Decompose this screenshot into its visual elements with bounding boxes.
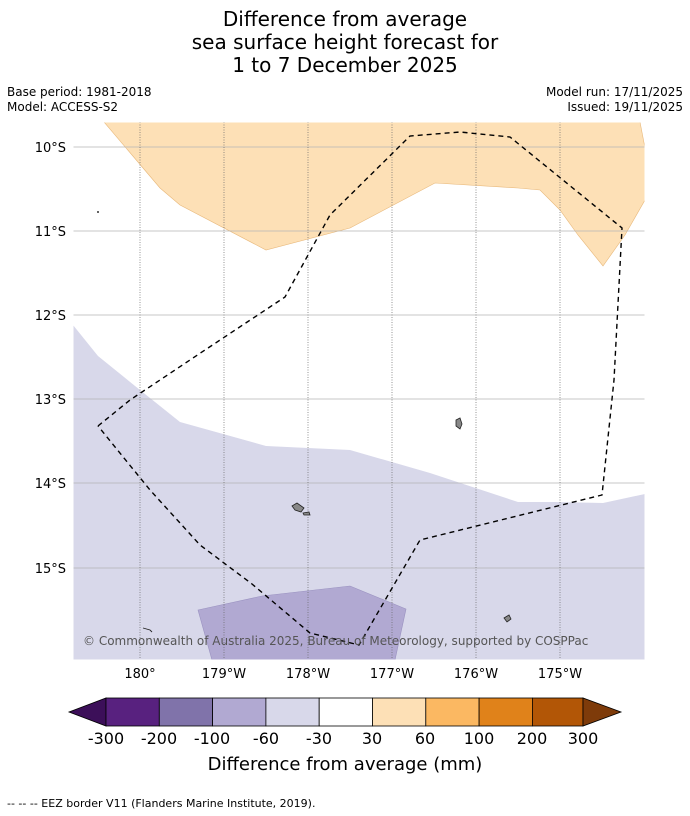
base-period: Base period: 1981-2018 xyxy=(7,85,152,99)
eez-border xyxy=(97,131,623,646)
issued-date: Issued: 19/11/2025 xyxy=(567,100,683,114)
island-shape xyxy=(503,614,512,623)
island-shape xyxy=(291,502,305,513)
model-run: Model run: 17/11/2025 xyxy=(545,85,683,99)
positive-anomaly-region xyxy=(103,122,645,267)
map-area: © Commonwealth of Australia 2025, Bureau… xyxy=(73,122,645,660)
colorbar-tick: 300 xyxy=(568,729,599,748)
map-frame xyxy=(72,121,646,661)
title-line-3: 1 to 7 December 2025 xyxy=(232,53,458,77)
lon-label: 176°W xyxy=(454,667,498,682)
colorbar-tick: -60 xyxy=(253,729,279,748)
island-shape xyxy=(302,511,311,516)
lon-label: 180° xyxy=(124,667,155,682)
colorbar-swatch xyxy=(212,697,267,727)
copyright-notice: © Commonwealth of Australia 2025, Bureau… xyxy=(83,634,588,648)
colorbar-high-extension xyxy=(582,697,623,727)
lon-label: 175°W xyxy=(538,667,582,682)
longitude-gridlines xyxy=(139,122,561,660)
longitude-labels: 180° 179°W 178°W 177°W 176°W 175°W xyxy=(124,667,582,682)
colorbar-low-extension xyxy=(67,697,107,727)
strong-negative-anomaly-region xyxy=(197,585,407,660)
colorbar-label: Difference from average (mm) xyxy=(208,754,483,775)
colorbar-tick-labels: -300 -200 -100 -60 -30 30 60 100 200 300 xyxy=(88,729,598,748)
lat-label: 14°S xyxy=(35,477,66,492)
colorbar-tick: 60 xyxy=(415,729,435,748)
colorbar-swatch xyxy=(478,697,533,727)
colorbar-swatch xyxy=(105,697,160,727)
lat-label: 11°S xyxy=(35,225,66,240)
title-line-2: sea surface height forecast for xyxy=(191,30,499,54)
model-name: Model: ACCESS-S2 xyxy=(7,100,119,114)
negative-anomaly-region xyxy=(73,325,645,660)
eez-footnote: -- -- -- EEZ border V11 (Flanders Marine… xyxy=(7,797,316,810)
colorbar-tick: 200 xyxy=(517,729,548,748)
island-shape xyxy=(455,417,463,430)
lat-label: 13°S xyxy=(35,393,66,408)
colorbar-tick: -30 xyxy=(306,729,332,748)
colorbar-tick: -300 xyxy=(88,729,124,748)
colorbar-tick: 100 xyxy=(464,729,495,748)
colorbar-tick: 30 xyxy=(362,729,382,748)
colorbar-swatch xyxy=(265,697,320,727)
lon-label: 177°W xyxy=(370,667,414,682)
lat-label: 12°S xyxy=(35,309,66,324)
title-line-1: Difference from average xyxy=(222,7,468,31)
colorbar xyxy=(67,697,623,727)
chart-title: Difference from average sea surface heig… xyxy=(0,8,690,77)
meta-left: Base period: 1981-2018 Model: ACCESS-S2 xyxy=(7,85,152,115)
colorbar-swatch xyxy=(372,697,427,727)
meta-right: Model run: 17/11/2025 Issued: 19/11/2025 xyxy=(546,85,683,115)
island-shape xyxy=(142,627,153,633)
colorbar-swatch xyxy=(158,697,214,727)
lon-label: 178°W xyxy=(286,667,330,682)
colorbar-swatch xyxy=(425,697,480,727)
lat-label: 15°S xyxy=(35,562,66,577)
colorbar-swatch xyxy=(318,697,373,727)
colorbar-tick: -200 xyxy=(141,729,177,748)
latitude-gridlines xyxy=(73,146,645,569)
lat-label: 10°S xyxy=(35,141,66,156)
colorbar-swatch xyxy=(532,697,584,727)
island-dot xyxy=(97,211,99,213)
lon-label: 179°W xyxy=(202,667,246,682)
latitude-labels: 10°S 11°S 12°S 13°S 14°S 15°S xyxy=(35,141,66,577)
colorbar-tick: -100 xyxy=(194,729,230,748)
